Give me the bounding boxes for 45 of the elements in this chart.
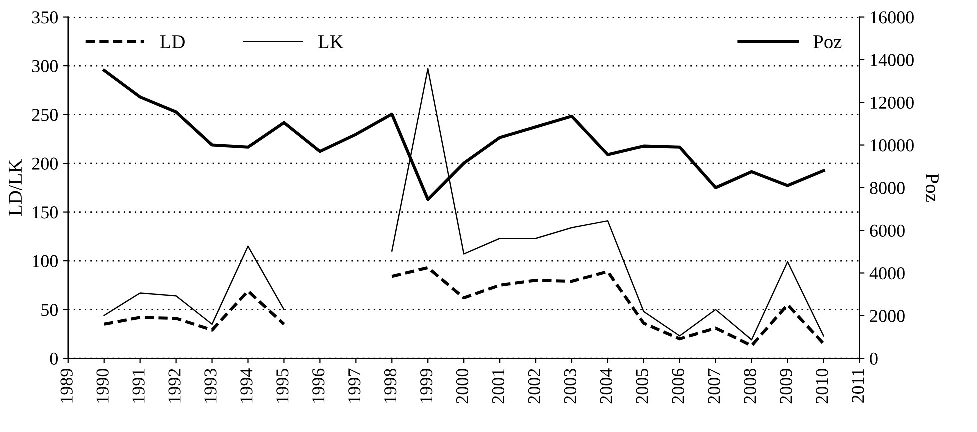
y-tick-label: 350 — [32, 12, 58, 24]
y-tick-label: 200 — [32, 158, 58, 170]
y2-tick-label: 14000 — [871, 54, 914, 66]
x-tick-label: 2000 — [456, 368, 469, 404]
x-tick-label: 2005 — [636, 368, 648, 404]
y-tick-label: 100 — [33, 255, 58, 268]
x-tick-label: 2007 — [708, 368, 720, 404]
x-tick-label: 1990 — [96, 368, 109, 403]
legend-label: Poz — [814, 36, 842, 49]
x-tick-label: 2011 — [852, 369, 864, 403]
y2-tick-label: 2000 — [870, 310, 905, 322]
y-axis-title: LD/LK — [9, 160, 22, 216]
y-tick-label: 300 — [32, 60, 58, 72]
x-tick-label: 1997 — [348, 368, 361, 403]
x-tick-label: 1996 — [312, 368, 325, 403]
x-tick-label: 1998 — [384, 368, 397, 403]
legend-label: LD — [160, 36, 185, 48]
x-tick-label: 1995 — [276, 368, 289, 403]
x-tick-label: 1989 — [60, 369, 73, 403]
y2-tick-label: 4000 — [870, 267, 905, 280]
y-tick-label: 0 — [50, 352, 58, 365]
y2-tick-label: 8000 — [870, 182, 905, 194]
y-tick-label: 50 — [42, 304, 58, 316]
legend-label: LK — [318, 36, 344, 48]
x-tick-label: 2001 — [492, 369, 505, 404]
x-tick-label: 2010 — [816, 368, 828, 404]
x-tick-label: 1993 — [204, 368, 217, 403]
y-tick-label: 150 — [33, 206, 58, 219]
y2-tick-label: 6000 — [870, 224, 905, 238]
y-tick-label: 250 — [32, 109, 58, 122]
x-tick-label: 1999 — [420, 369, 433, 403]
x-tick-label: 2006 — [672, 368, 684, 404]
y2-tick-label: 10000 — [871, 140, 914, 152]
x-tick-label: 1991 — [132, 369, 145, 403]
y2-axis-title: Poz — [926, 174, 939, 202]
x-tick-label: 2004 — [600, 368, 612, 404]
y2-tick-label: 0 — [870, 352, 878, 365]
x-tick-label: 2002 — [528, 369, 541, 404]
x-tick-label: 1994 — [240, 368, 253, 403]
y2-tick-label: 12000 — [871, 96, 914, 110]
x-tick-label: 2003 — [564, 368, 577, 404]
x-tick-label: 2008 — [744, 368, 756, 404]
x-tick-label: 1992 — [168, 369, 181, 403]
y2-tick-label: 16000 — [871, 12, 914, 24]
x-tick-label: 2009 — [780, 369, 792, 404]
